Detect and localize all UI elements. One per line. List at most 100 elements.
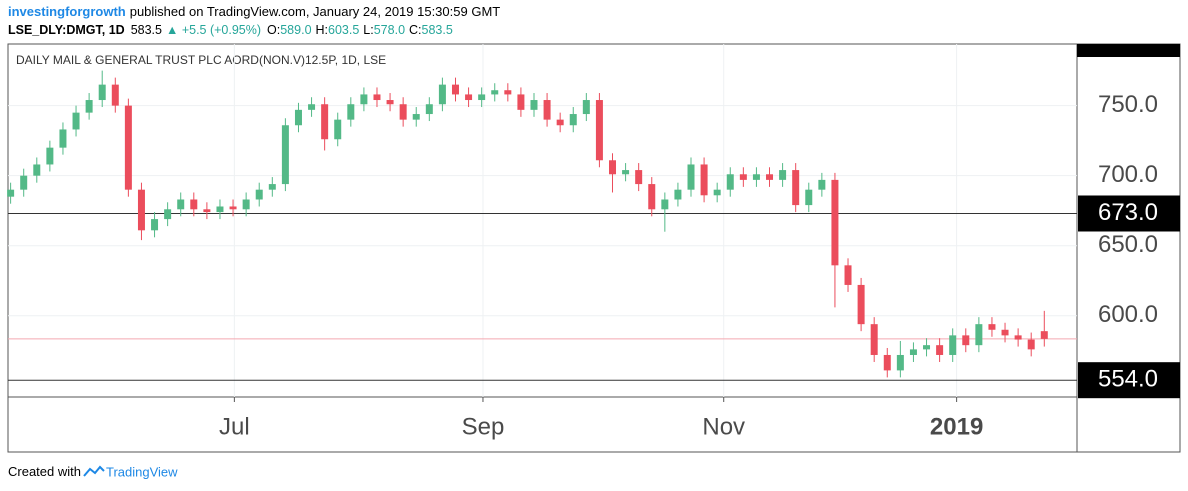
- candle-body: [713, 189, 721, 196]
- ohlc-label: H:: [316, 23, 329, 37]
- candle-body: [465, 94, 473, 101]
- ohlc-value: 583.5: [422, 23, 453, 37]
- candle-body: [1001, 329, 1009, 336]
- author: investingforgrowth: [8, 4, 126, 19]
- candle-body: [687, 164, 695, 190]
- candle-body: [818, 179, 826, 190]
- logo: [83, 465, 105, 477]
- candle-body: [451, 84, 459, 95]
- candle-body: [739, 174, 747, 180]
- candle-body: [595, 100, 603, 161]
- candle-body: [321, 104, 329, 140]
- candle-body: [726, 174, 734, 190]
- candle-body: [46, 147, 54, 165]
- footer-brand: TradingView: [106, 464, 178, 479]
- x-tick-label: Sep: [462, 413, 505, 440]
- candle-body: [805, 189, 813, 206]
- candle-body: [530, 100, 538, 110]
- y-tick-label: 600.0: [1098, 301, 1158, 328]
- candle-body: [648, 184, 656, 210]
- candle-body: [674, 189, 682, 200]
- candle-body: [700, 164, 708, 196]
- candle-body: [111, 84, 119, 106]
- candle-body: [478, 94, 486, 101]
- symbol-line: LSE_DLY:DMGT, 1D 583.5 ▲ +5.5 (+0.95%) O: 58…: [8, 23, 453, 37]
- candle-body: [242, 199, 250, 210]
- symbol: LSE_DLY:DMGT, 1D: [8, 23, 125, 37]
- candle-body: [831, 179, 839, 266]
- candle-body: [59, 129, 67, 148]
- created: Created with: [8, 464, 81, 479]
- chart-title: DAILY MAIL & GENERAL TRUST PLC AORD(NON.…: [16, 53, 386, 67]
- candle-body: [870, 324, 878, 355]
- candle-body: [988, 324, 996, 330]
- candle-body: [124, 105, 132, 190]
- candle-body: [635, 170, 643, 185]
- candle-body: [399, 104, 407, 120]
- price-label-box: [1078, 195, 1180, 232]
- price-label: 673.0: [1098, 199, 1158, 226]
- candle-body: [308, 104, 316, 110]
- candle-body: [896, 354, 904, 371]
- ohlc-label: C:: [409, 23, 422, 37]
- price-label: 554.0: [1098, 366, 1158, 393]
- change: ▲ +5.5 (+0.95%): [166, 23, 261, 37]
- candle-body: [543, 100, 551, 120]
- candle-body: [1027, 339, 1035, 350]
- candle-body: [229, 206, 237, 210]
- candle-body: [203, 209, 211, 213]
- candle-body: [386, 100, 394, 105]
- candle-body: [373, 94, 381, 101]
- candle-body: [20, 175, 28, 190]
- candle-body: [909, 349, 917, 355]
- candle-body: [609, 160, 617, 175]
- x-tick-label: Jul: [219, 413, 250, 440]
- candle-body: [936, 345, 944, 355]
- x-tick-label: 2019: [930, 413, 983, 440]
- ohlc-label: L:: [363, 23, 373, 37]
- candle-body: [151, 219, 159, 231]
- candle-body: [752, 174, 760, 180]
- candle-body: [766, 174, 774, 180]
- candle-body: [569, 114, 577, 126]
- y-tick-label: 650.0: [1098, 231, 1158, 258]
- price-label-box: [1078, 362, 1180, 399]
- candle-body: [1040, 331, 1048, 339]
- published: published on TradingView.com, January 24…: [130, 4, 501, 19]
- candle-body: [661, 199, 669, 210]
- candle-body: [137, 189, 145, 231]
- candle-body: [360, 94, 368, 105]
- candle-body: [923, 345, 931, 350]
- footer-text: Created with: [8, 464, 81, 479]
- candle-body: [98, 84, 106, 101]
- candle-body: [85, 100, 93, 113]
- candle-body: [517, 94, 525, 110]
- candle-body: [347, 104, 355, 120]
- candle-body: [491, 90, 499, 95]
- candle-body: [975, 324, 983, 346]
- candle-body: [556, 119, 564, 126]
- candle-body: [216, 206, 224, 213]
- candle-body: [949, 335, 957, 355]
- ohlc-label: O:: [267, 23, 280, 37]
- axis-label-cut: [1077, 44, 1180, 57]
- candle-body: [72, 112, 80, 130]
- header-line: investingforgrowth published on TradingVi…: [8, 4, 500, 19]
- candle-body: [857, 284, 865, 325]
- y-tick-label: 750.0: [1098, 91, 1158, 118]
- candle-body: [844, 265, 852, 285]
- candle-body: [164, 209, 172, 220]
- candle-body: [883, 354, 891, 371]
- candle-body: [255, 189, 263, 200]
- candle-body: [281, 125, 289, 185]
- candle-body: [438, 84, 446, 105]
- candle-body: [425, 104, 433, 115]
- y-tick-label: 700.0: [1098, 161, 1158, 188]
- candle-body: [268, 184, 276, 190]
- price: 583.5: [131, 23, 162, 37]
- candle-body: [7, 189, 15, 197]
- candle-body: [504, 90, 512, 95]
- candle-body: [177, 199, 185, 210]
